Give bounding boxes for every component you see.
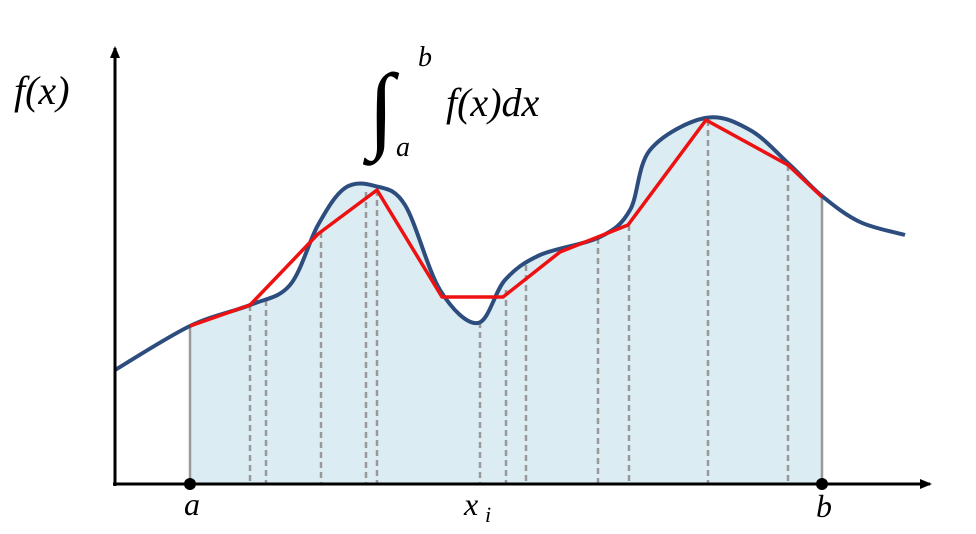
partition-lines [188, 120, 824, 484]
function-curve [113, 115, 906, 372]
y-axis-label: f(x) [14, 68, 70, 113]
x-label-xi-subscript: i [485, 502, 491, 527]
trapezoid-approximation [189, 118, 824, 328]
point-a [184, 478, 196, 490]
point-b [816, 478, 828, 490]
integrand: f(x)dx [446, 80, 540, 125]
integral-lower: a [396, 132, 410, 163]
x-label-xi: x [463, 486, 478, 522]
x-label-b: b [816, 488, 832, 524]
x-label-a: a [184, 486, 200, 522]
integral-upper: b [418, 42, 432, 73]
integral-area [190, 117, 822, 484]
integral-sign: ∫ [362, 54, 400, 166]
